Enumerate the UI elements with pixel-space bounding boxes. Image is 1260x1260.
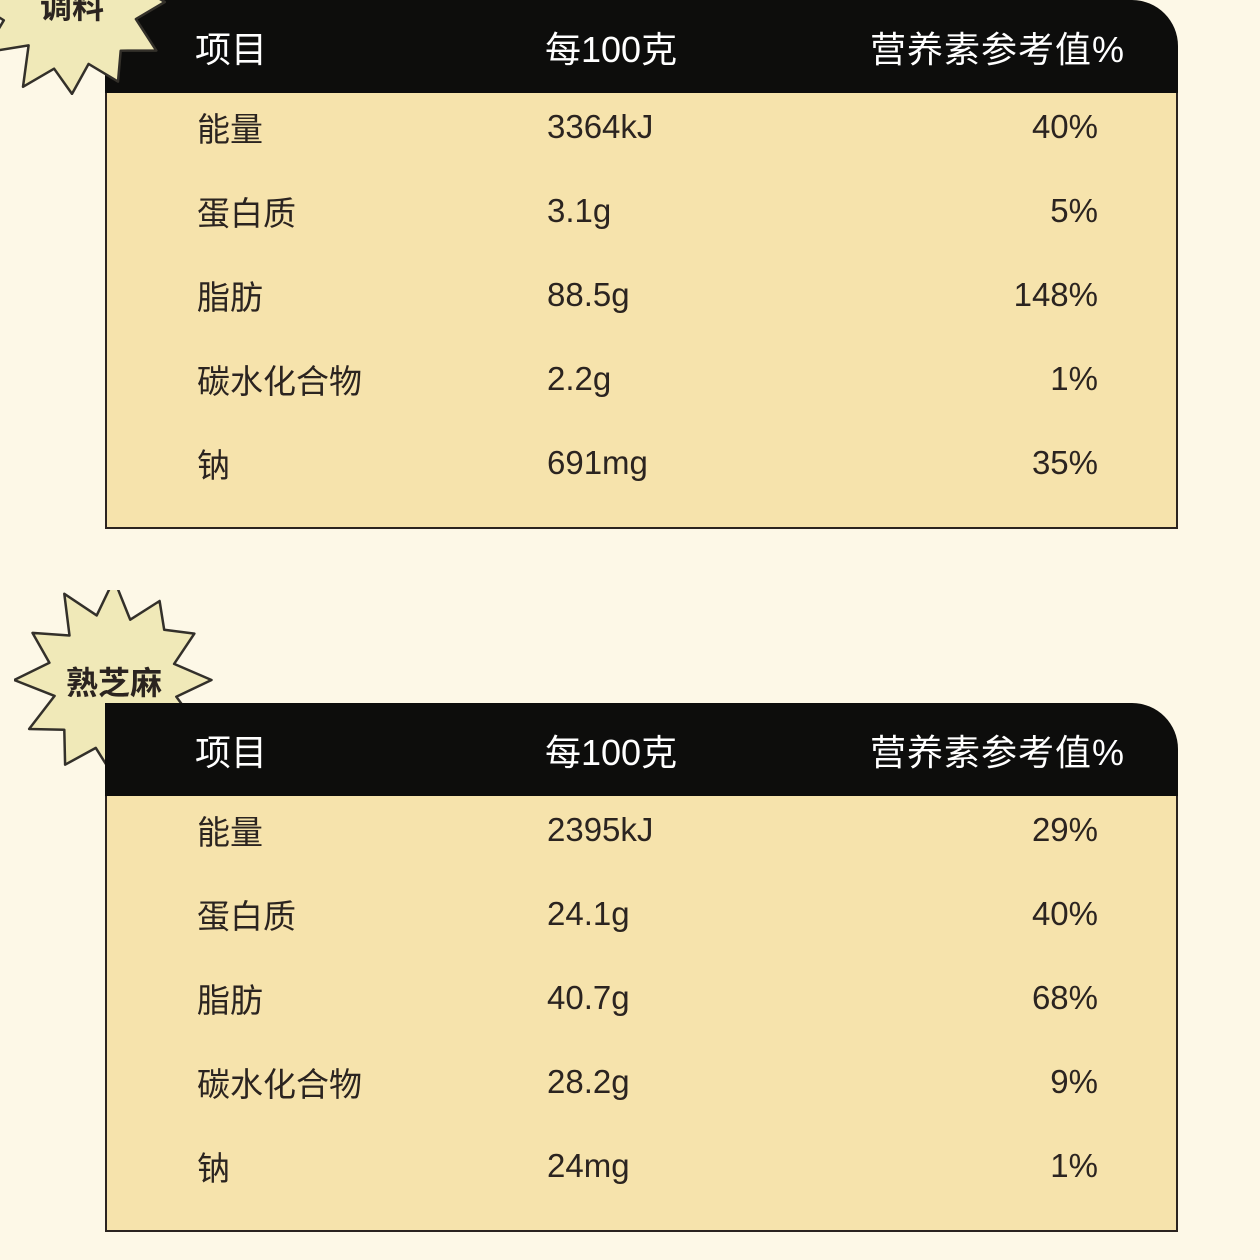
svg-text:熟芝麻: 熟芝麻 bbox=[66, 665, 162, 701]
svg-text:调料: 调料 bbox=[40, 0, 104, 25]
